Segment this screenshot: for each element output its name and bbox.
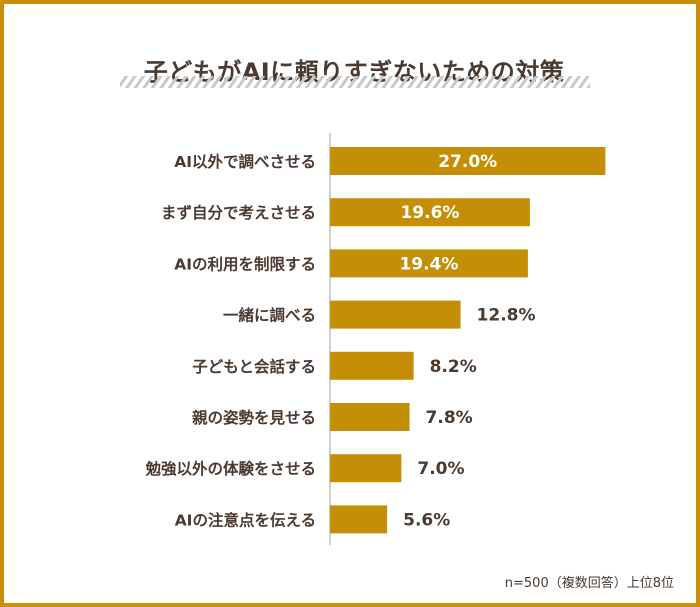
bar-chart: AI以外で調べさせる 27.0% まず自分で考えさせる 19.6% AIの利用を制限する… (144, 133, 606, 545)
data-label: 27.0% (438, 152, 497, 172)
category-label: 一緒に調べる (223, 306, 316, 325)
category-label: まず自分で考えさせる (161, 203, 316, 222)
bar (330, 403, 410, 431)
sample-note: n=500（複数回答）上位8位 (504, 576, 674, 591)
data-label: 7.8% (426, 408, 473, 428)
bar (330, 300, 461, 329)
bar (330, 454, 402, 483)
category-label: 子どもと会話する (192, 357, 316, 376)
category-label: 勉強以外の体験をさせる (144, 459, 316, 478)
data-label: 5.6% (403, 510, 450, 530)
category-label: 親の姿勢を見せる (192, 408, 316, 427)
title-underline-decoration (120, 76, 590, 88)
bar (330, 198, 530, 227)
bar (330, 147, 606, 175)
data-label: 19.6% (400, 203, 459, 223)
data-label: 8.2% (430, 357, 477, 377)
data-label: 12.8% (477, 306, 536, 326)
bar (330, 351, 414, 380)
category-label: AI以外で調べさせる (174, 152, 316, 171)
data-label: 19.4% (399, 254, 458, 274)
bar (330, 249, 528, 278)
bar (330, 505, 388, 534)
data-label: 7.0% (417, 459, 464, 479)
category-label: AIの利用を制限する (174, 254, 316, 273)
category-label: AIの注意点を伝える (175, 510, 316, 529)
